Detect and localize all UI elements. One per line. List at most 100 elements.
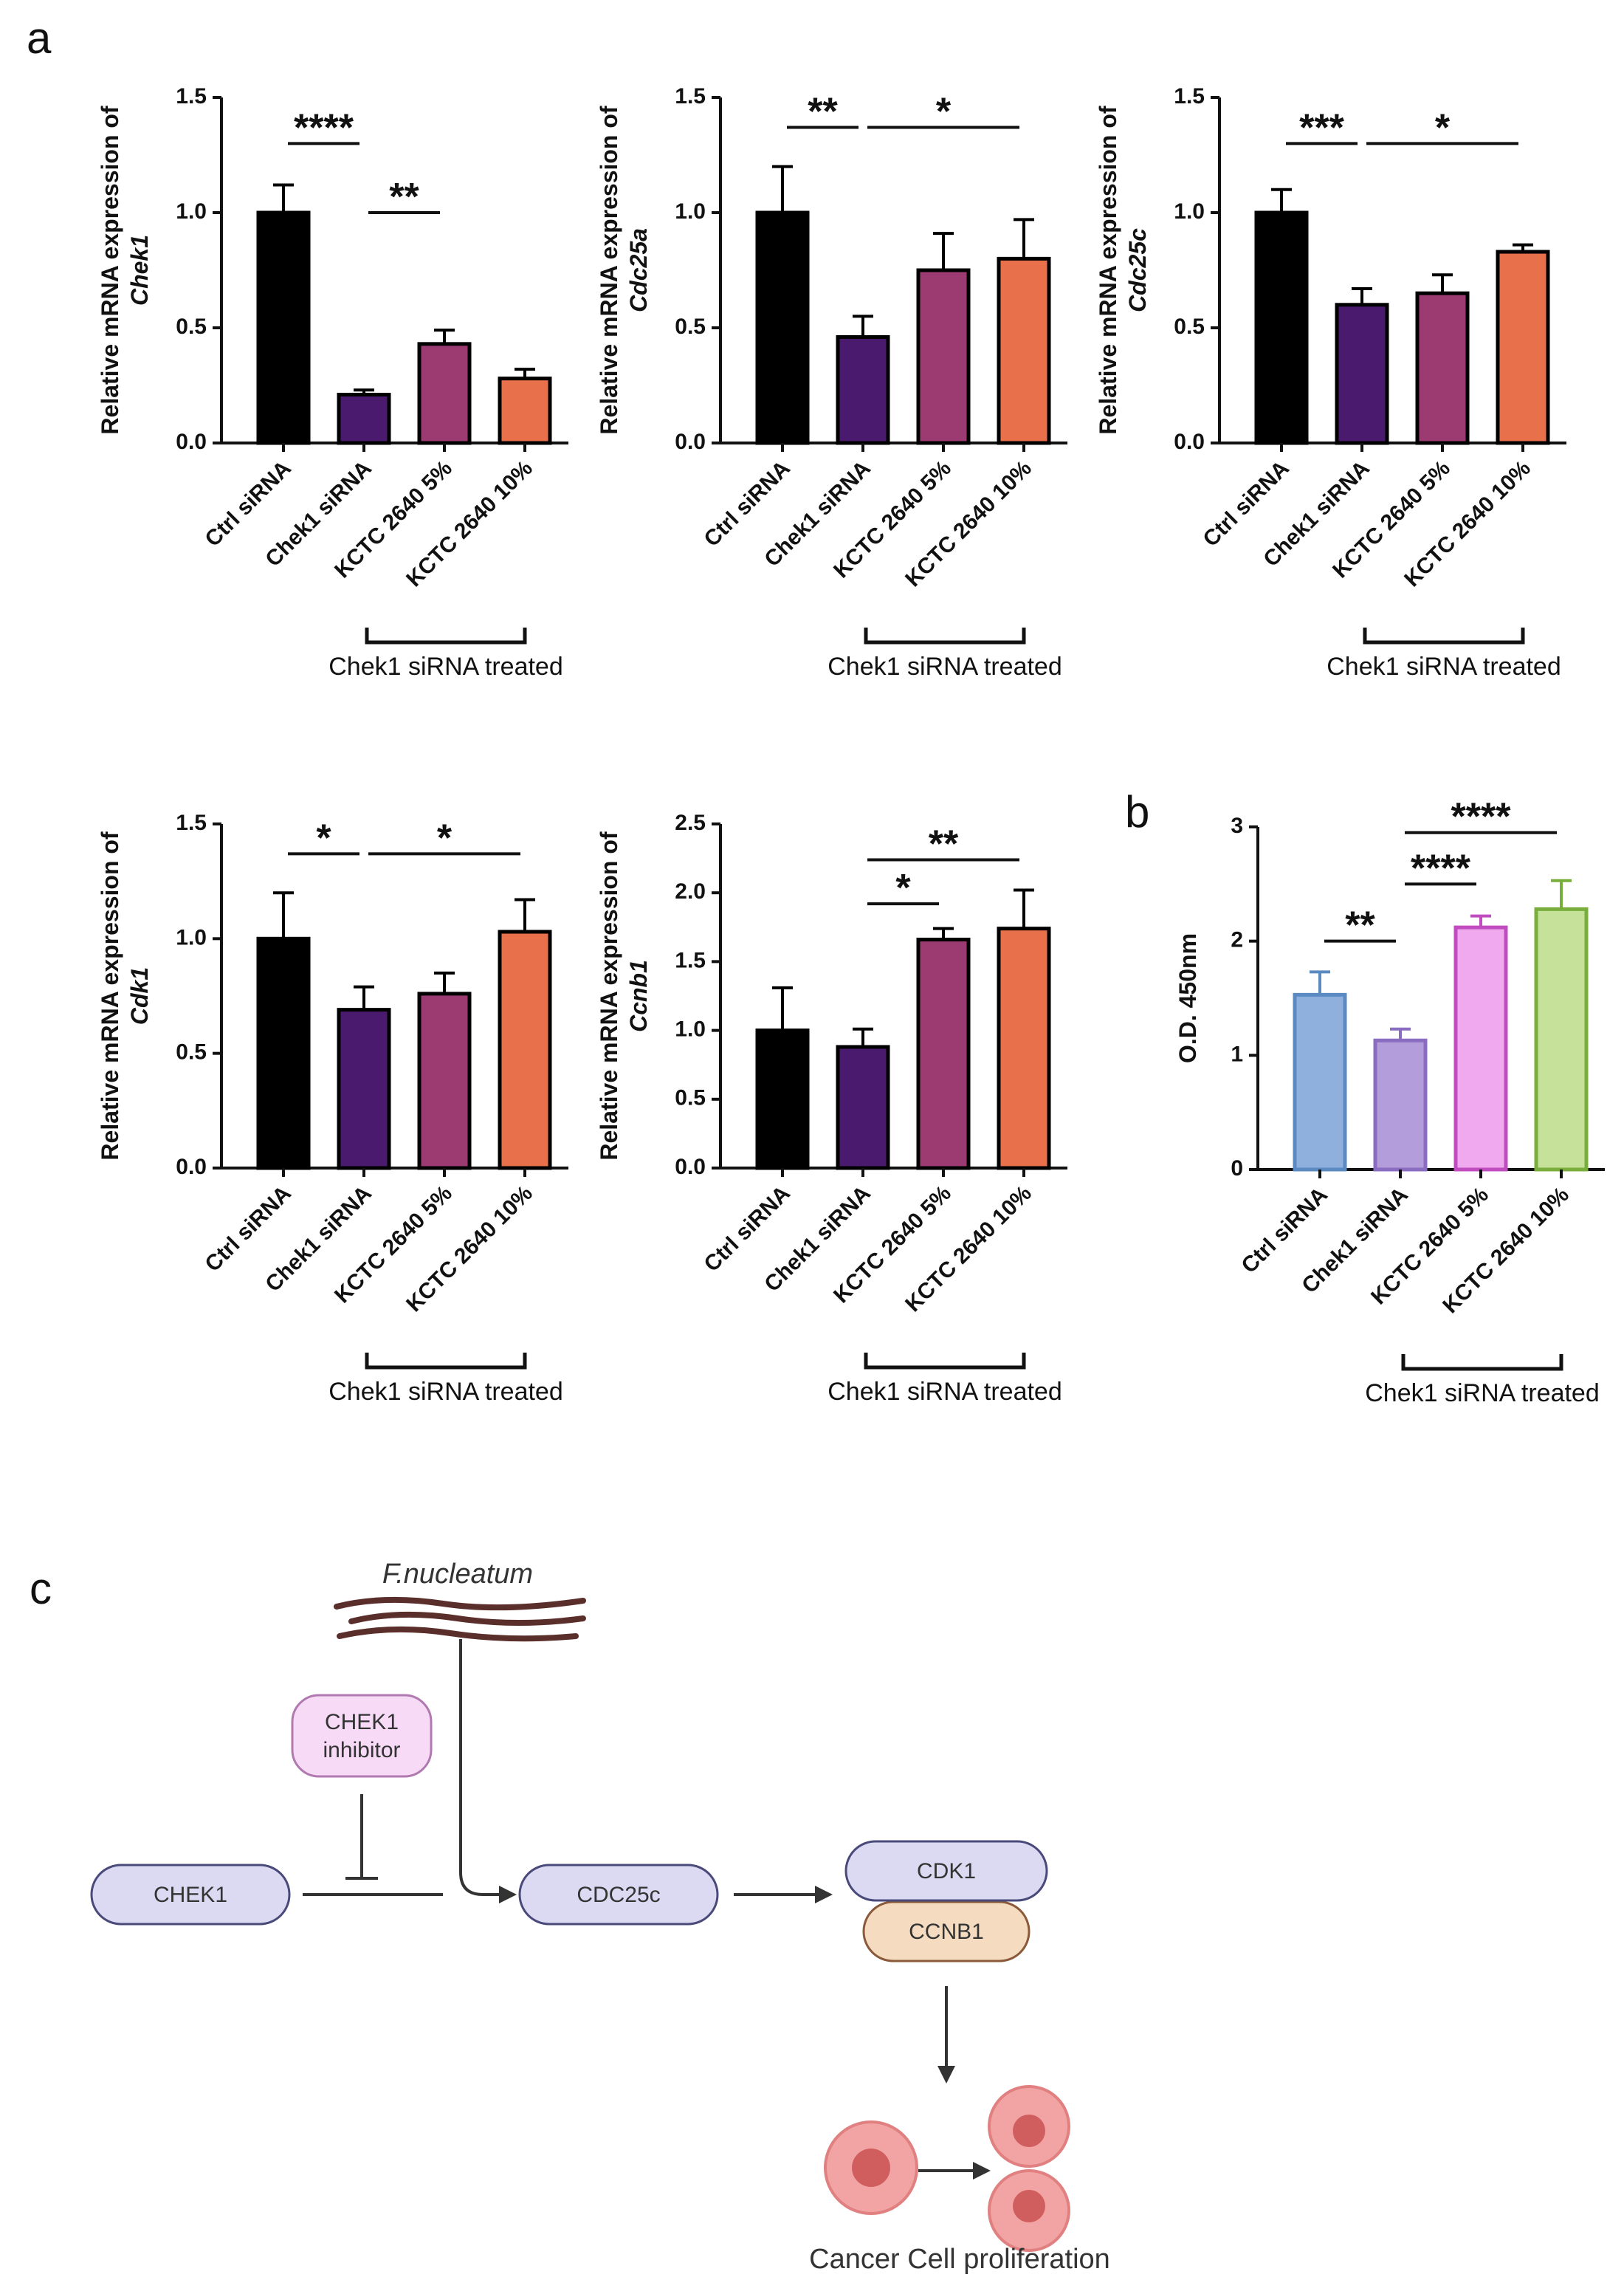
y-tick-label: 1 [1231, 1042, 1243, 1066]
bar [755, 210, 810, 445]
y-axis-label: Relative mRNA expression of [596, 831, 622, 1161]
y-axis-label: Relative mRNA expression of [97, 106, 123, 435]
bar [1496, 250, 1550, 445]
group-label: Chek1 siRNA treated [328, 1378, 563, 1406]
chart: 0.0 0.5 1.0 1.5 Relative mRNA expression of C… [596, 84, 1067, 681]
y-tick-label: 1.5 [675, 84, 706, 109]
inhibitor-box [291, 1694, 433, 1778]
bar [836, 1045, 890, 1170]
bar [498, 930, 552, 1170]
y-axis-label: Cdc25a [625, 228, 652, 312]
outcome-label: Cancer Cell proliferation [809, 2244, 1110, 2275]
y-tick-label: 0.5 [176, 1040, 207, 1065]
bar [1453, 925, 1508, 1172]
significance-label: *** [1299, 106, 1344, 149]
significance-label: ** [929, 822, 959, 865]
y-tick-label: 1.0 [176, 199, 207, 224]
group-bracket [365, 628, 527, 645]
panel-label: b [1125, 787, 1149, 837]
y-axis-label: Relative mRNA expression of [596, 106, 622, 435]
group-bracket [365, 1353, 527, 1370]
y-tick-label: 0.5 [675, 315, 706, 339]
bar [836, 334, 890, 445]
y-tick-label: 1.5 [675, 948, 706, 972]
bar [256, 210, 311, 445]
arrowhead [499, 1886, 517, 1903]
group-bracket [864, 1353, 1026, 1370]
group-bracket [1401, 1354, 1563, 1371]
source-label: F.nucleatum [382, 1559, 533, 1590]
bar [417, 342, 472, 445]
chart: 0.0 0.5 1.0 1.5 2.0 2.5 Relative mRNA expressi… [596, 811, 1067, 1406]
node-box [844, 1840, 1048, 1902]
y-axis-label: Ccnb1 [625, 960, 652, 1032]
node-box [862, 1900, 1031, 1962]
arrowhead [815, 1886, 833, 1903]
y-tick-label: 0.0 [675, 430, 706, 454]
bar [997, 256, 1051, 445]
bar [916, 268, 971, 445]
bar [997, 927, 1051, 1170]
y-tick-label: 3 [1231, 814, 1243, 838]
y-tick-label: 0.5 [176, 315, 207, 339]
y-axis-label: O.D. 450nm [1174, 933, 1201, 1063]
group-label: Chek1 siRNA treated [328, 653, 563, 681]
significance-label: * [316, 817, 331, 859]
y-tick-label: 2 [1231, 928, 1243, 952]
group-label: Chek1 siRNA treated [828, 1378, 1062, 1406]
y-tick-label: 0.0 [176, 430, 207, 454]
y-axis-label: Relative mRNA expression of [1095, 106, 1121, 435]
node-box [518, 1864, 719, 1926]
arrow [459, 1639, 502, 1896]
y-tick-label: 1.5 [176, 811, 207, 835]
diagram: F.nucleatum CHEK1 inhibitor CHEK1 CDC25c… [90, 1559, 1110, 2275]
node-label: CDK1 [917, 1859, 976, 1883]
significance-label: **** [1451, 796, 1512, 839]
cells [824, 2085, 1070, 2252]
bar [1534, 907, 1589, 1172]
inhibitor-label: CHEK1 [325, 1710, 399, 1734]
bar [417, 992, 472, 1170]
y-tick-label: 1.5 [176, 84, 207, 109]
y-tick-label: 0.0 [176, 1155, 207, 1179]
bar [256, 936, 311, 1170]
y-tick-label: 0 [1231, 1156, 1243, 1181]
arrowhead [973, 2162, 991, 2180]
panel-label: a [27, 13, 52, 63]
significance-label: * [936, 91, 952, 134]
bar [755, 1028, 810, 1170]
y-tick-label: 1.0 [176, 925, 207, 949]
node-label: CCNB1 [909, 1920, 984, 1944]
y-axis-label: Relative mRNA expression of [97, 831, 123, 1161]
y-axis-label: Cdk1 [126, 967, 153, 1025]
node-label: CDC25c [577, 1883, 660, 1907]
group-label: Chek1 siRNA treated [1365, 1379, 1600, 1407]
y-tick-label: 2.0 [675, 879, 706, 904]
bar [1373, 1038, 1428, 1172]
bar [916, 938, 971, 1170]
chart: 0.0 0.5 1.0 1.5 Relative mRNA expression of C… [97, 84, 568, 681]
y-tick-label: 0.5 [1174, 315, 1205, 339]
y-tick-label: 1.0 [675, 199, 706, 224]
significance-label: **** [294, 106, 354, 149]
node-box [90, 1864, 291, 1926]
y-tick-label: 2.5 [675, 811, 706, 835]
bar [1335, 303, 1389, 445]
arrowhead [937, 2066, 955, 2084]
group-bracket [1363, 628, 1525, 645]
panel-label: c [30, 1564, 52, 1613]
significance-label: **** [1411, 847, 1471, 890]
bar [1293, 992, 1347, 1172]
significance-label: * [895, 867, 911, 910]
significance-label: * [437, 817, 453, 859]
y-tick-label: 1.0 [675, 1017, 706, 1042]
bacteria [334, 1596, 586, 1642]
group-bracket [864, 628, 1026, 645]
y-tick-label: 1.5 [1174, 84, 1205, 109]
significance-label: ** [808, 91, 838, 134]
node-label: CHEK1 [154, 1883, 227, 1907]
